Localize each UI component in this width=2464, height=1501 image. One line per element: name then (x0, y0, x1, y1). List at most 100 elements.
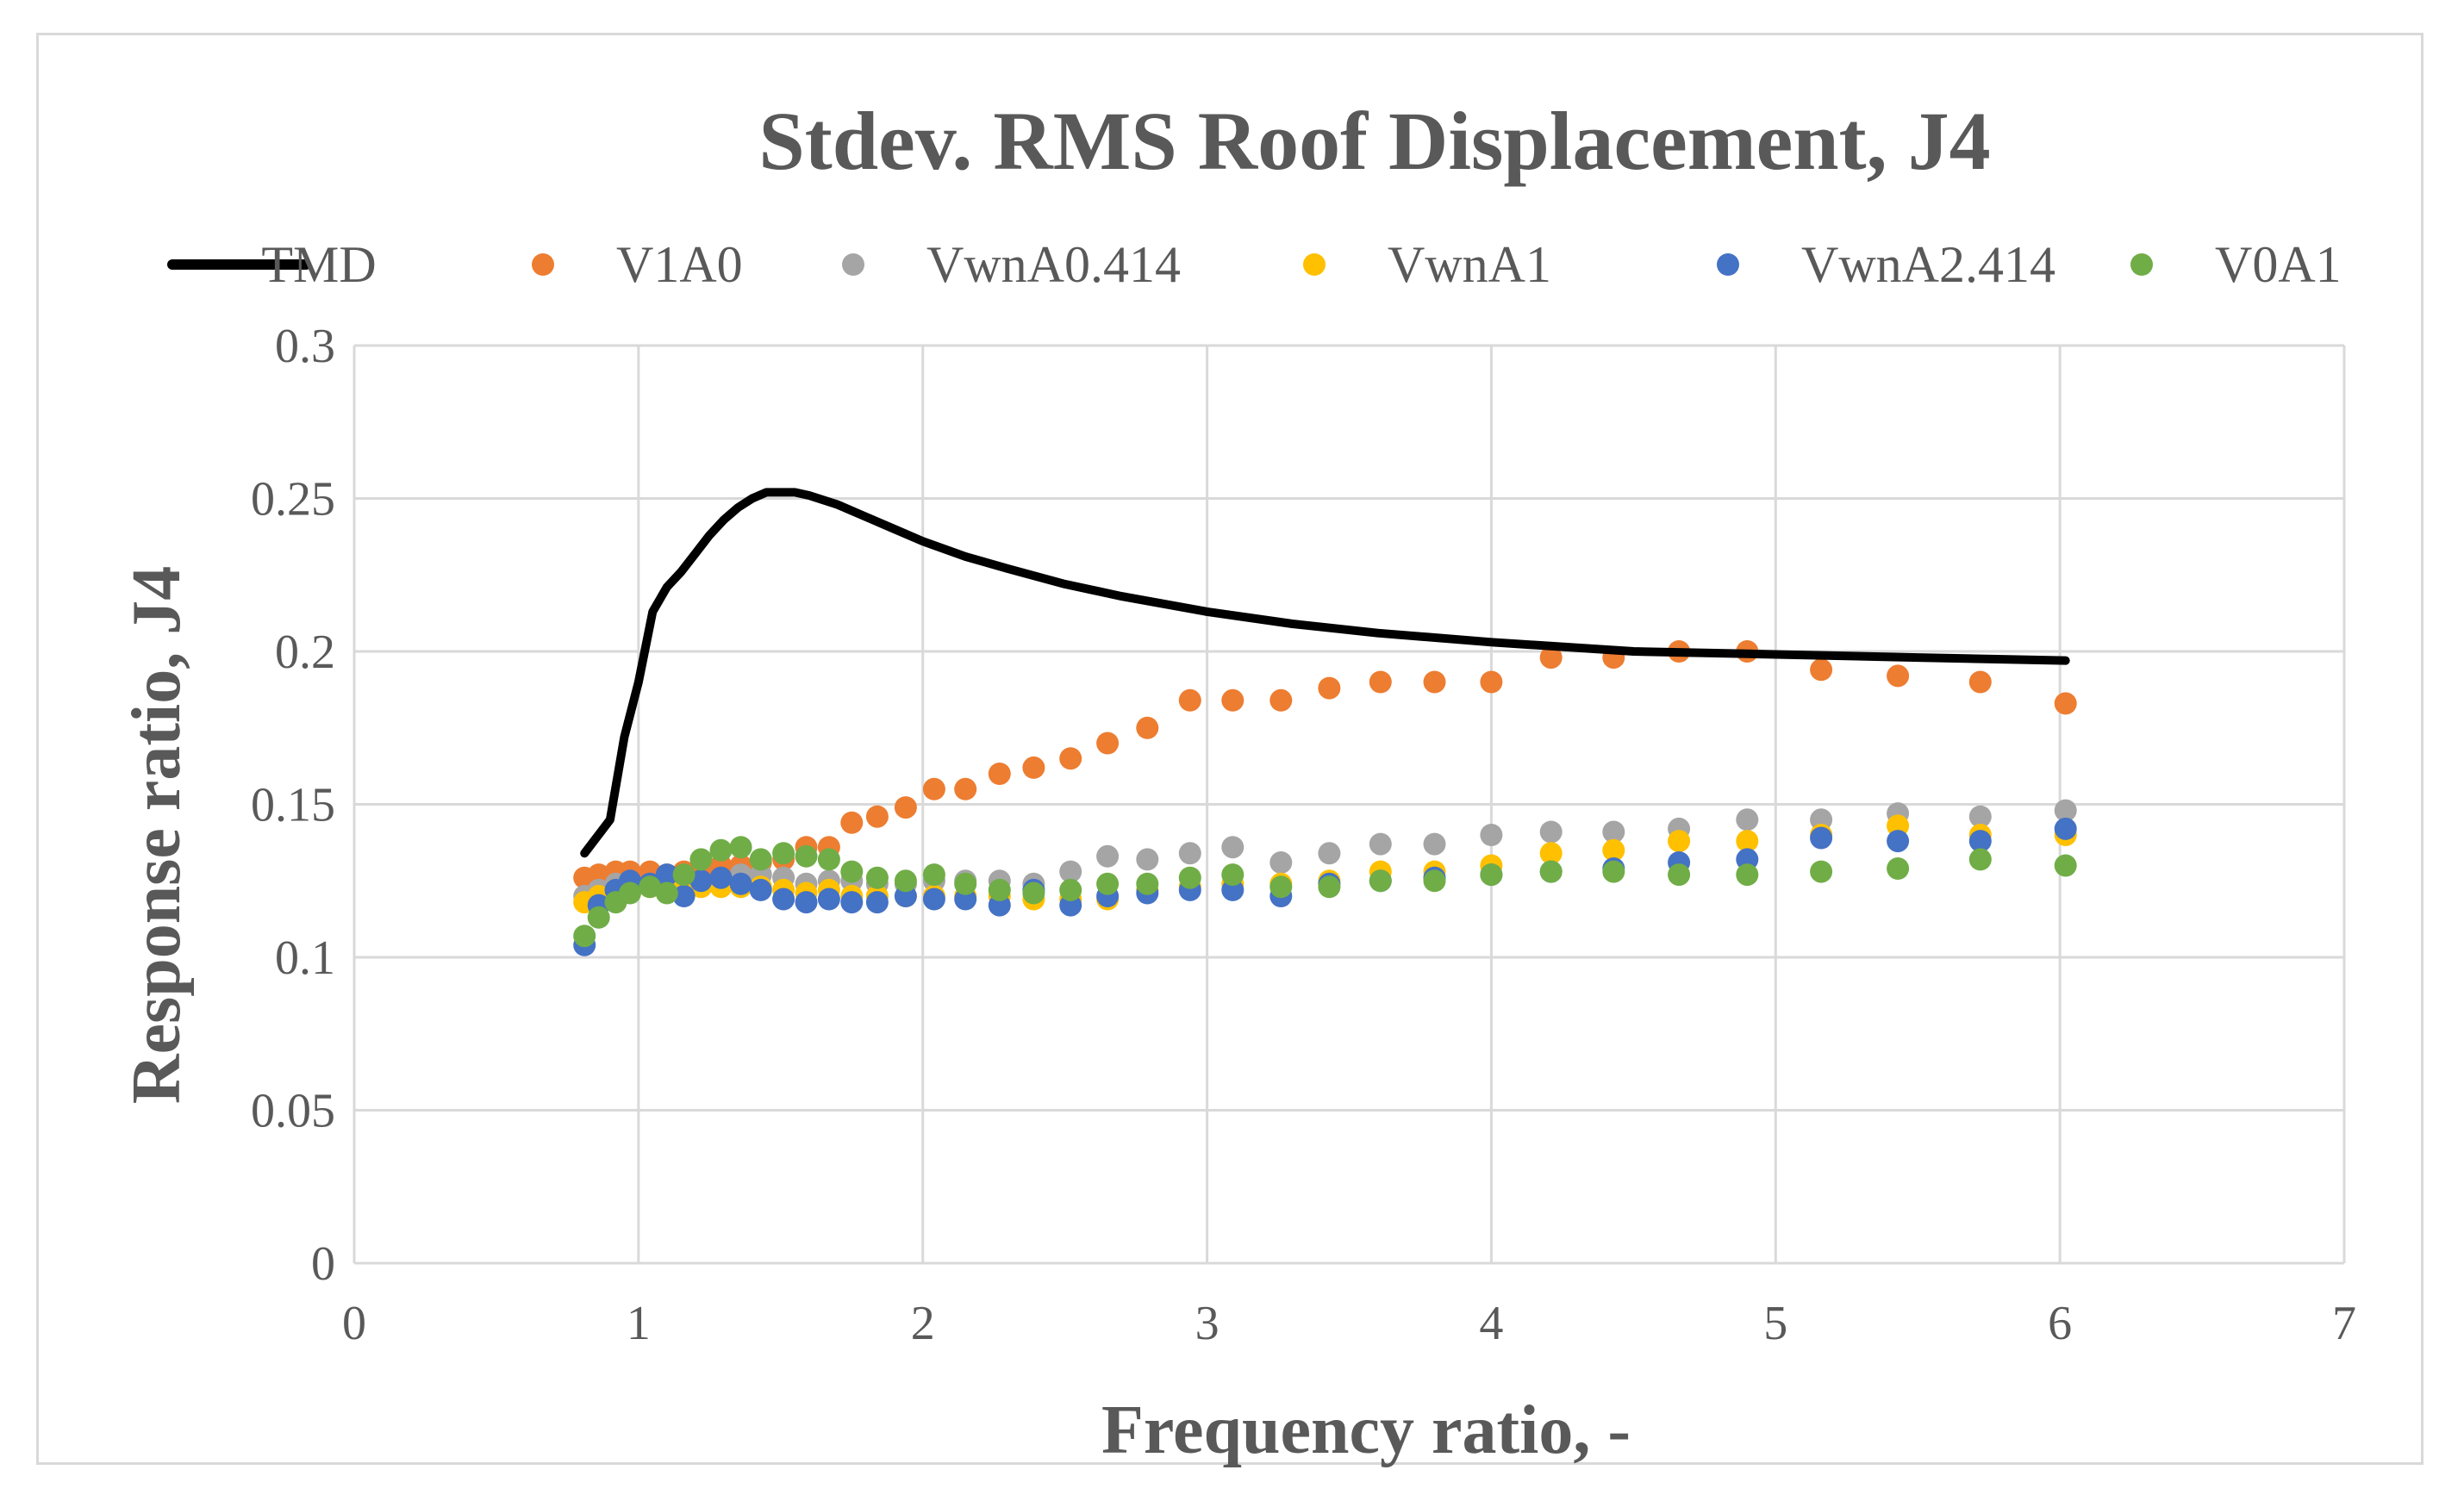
y-tick-label: 0.1 (275, 931, 335, 985)
x-tick-label: 1 (627, 1297, 651, 1350)
data-point (1480, 670, 1503, 694)
data-point (1736, 808, 1759, 831)
data-point (1096, 844, 1120, 868)
y-tick-labels: 0 0.05 0.1 0.15 0.2 0.25 0.3 (251, 320, 335, 1291)
x-tick-label: 0 (342, 1297, 366, 1350)
data-point (865, 891, 889, 914)
data-point (1602, 860, 1625, 883)
data-point (795, 891, 818, 914)
data-point (1096, 872, 1120, 895)
data-point (1968, 848, 1992, 871)
legend-label: V1A0 (616, 236, 743, 293)
data-point (1269, 688, 1293, 712)
axes (352, 346, 2344, 1265)
data-point (1059, 878, 1082, 901)
legend-item: VwnA2.414 (1717, 236, 2055, 293)
y-tick-label: 0.15 (251, 779, 335, 832)
data-point (922, 777, 945, 800)
data-point (865, 805, 889, 828)
y-axis-title: Response ratio, J4 (119, 566, 195, 1104)
data-point (772, 888, 795, 911)
data-point (619, 881, 641, 905)
legend-item: V1A0 (532, 236, 743, 293)
chart-svg: Stdev. RMS Roof Displacement, J4 TMD V1A0… (119, 95, 2356, 1467)
data-point (1221, 836, 1244, 859)
data-point (1059, 747, 1082, 770)
data-point (1318, 676, 1341, 700)
data-point (772, 842, 795, 865)
data-point (922, 863, 945, 887)
data-point (587, 906, 610, 929)
legend-label: VwnA1 (1388, 236, 1551, 293)
data-point (954, 872, 977, 895)
data-point (1539, 860, 1563, 883)
data-point (1423, 832, 1446, 856)
data-point (1887, 830, 1910, 853)
legend-marker-symbol (532, 253, 554, 276)
data-point (672, 885, 696, 907)
legend-item: VwnA1 (1303, 236, 1551, 293)
data-point (1736, 830, 1759, 853)
data-point (795, 844, 818, 868)
data-point (1318, 875, 1341, 899)
data-point (1887, 664, 1910, 688)
x-tick-labels: 0 1 2 3 4 5 6 7 (342, 1297, 2356, 1350)
data-point (1136, 872, 1159, 895)
data-point (729, 872, 752, 895)
data-point (865, 866, 889, 889)
y-tick-label: 0.25 (251, 473, 335, 526)
data-point (1968, 805, 1992, 828)
legend-item: V0A1 (2130, 236, 2342, 293)
x-axis-title: Frequency ratio, - (1101, 1392, 1631, 1467)
data-point (709, 866, 733, 889)
legend-marker-symbol (842, 253, 864, 276)
data-point (1810, 860, 1833, 883)
data-point (1221, 688, 1244, 712)
legend-marker-symbol (1717, 253, 1739, 276)
legend: TMD V1A0 VwnA0.414 VwnA1 VwnA2.414 V0A1 (167, 236, 2342, 293)
data-point (1178, 842, 1201, 865)
series-line (580, 488, 2070, 858)
data-point (1668, 830, 1691, 853)
x-tick-label: 3 (1195, 1297, 1220, 1350)
data-point (817, 848, 840, 871)
data-point (749, 878, 772, 901)
data-point (840, 811, 864, 834)
y-tick-label: 0.3 (275, 320, 335, 373)
legend-marker-symbol (2130, 253, 2153, 276)
data-point (1968, 670, 1992, 694)
data-point (639, 875, 662, 899)
y-tick-label: 0 (311, 1237, 335, 1291)
data-point (1810, 826, 1833, 850)
data-point (587, 863, 610, 887)
data-point (749, 848, 772, 871)
plot-series (573, 488, 2077, 956)
data-point (1178, 866, 1201, 889)
data-point (817, 888, 840, 911)
legend-label: TMD (261, 236, 376, 293)
x-tick-label: 2 (911, 1297, 935, 1350)
x-tick-label: 7 (2332, 1297, 2356, 1350)
chart-frame: Stdev. RMS Roof Displacement, J4 TMD V1A0… (36, 33, 2423, 1467)
data-point (2054, 854, 2077, 877)
data-point (954, 777, 977, 800)
data-point (1369, 869, 1392, 893)
data-point (1423, 869, 1446, 893)
data-point (1968, 830, 1992, 853)
data-point (2054, 817, 2077, 840)
data-point (1022, 756, 1045, 779)
data-point (1539, 820, 1563, 844)
data-point (1318, 842, 1341, 865)
data-point (1022, 881, 1045, 905)
legend-marker-symbol (1303, 253, 1326, 276)
y-tick-label: 0.2 (275, 626, 335, 679)
data-point (988, 878, 1011, 901)
data-point (1269, 875, 1293, 899)
data-point (1221, 863, 1244, 887)
data-point (573, 925, 596, 948)
data-point (2054, 799, 2077, 822)
gridlines (352, 344, 2346, 1265)
data-point (1736, 863, 1759, 887)
data-point (1539, 842, 1563, 865)
data-point (1136, 716, 1159, 739)
